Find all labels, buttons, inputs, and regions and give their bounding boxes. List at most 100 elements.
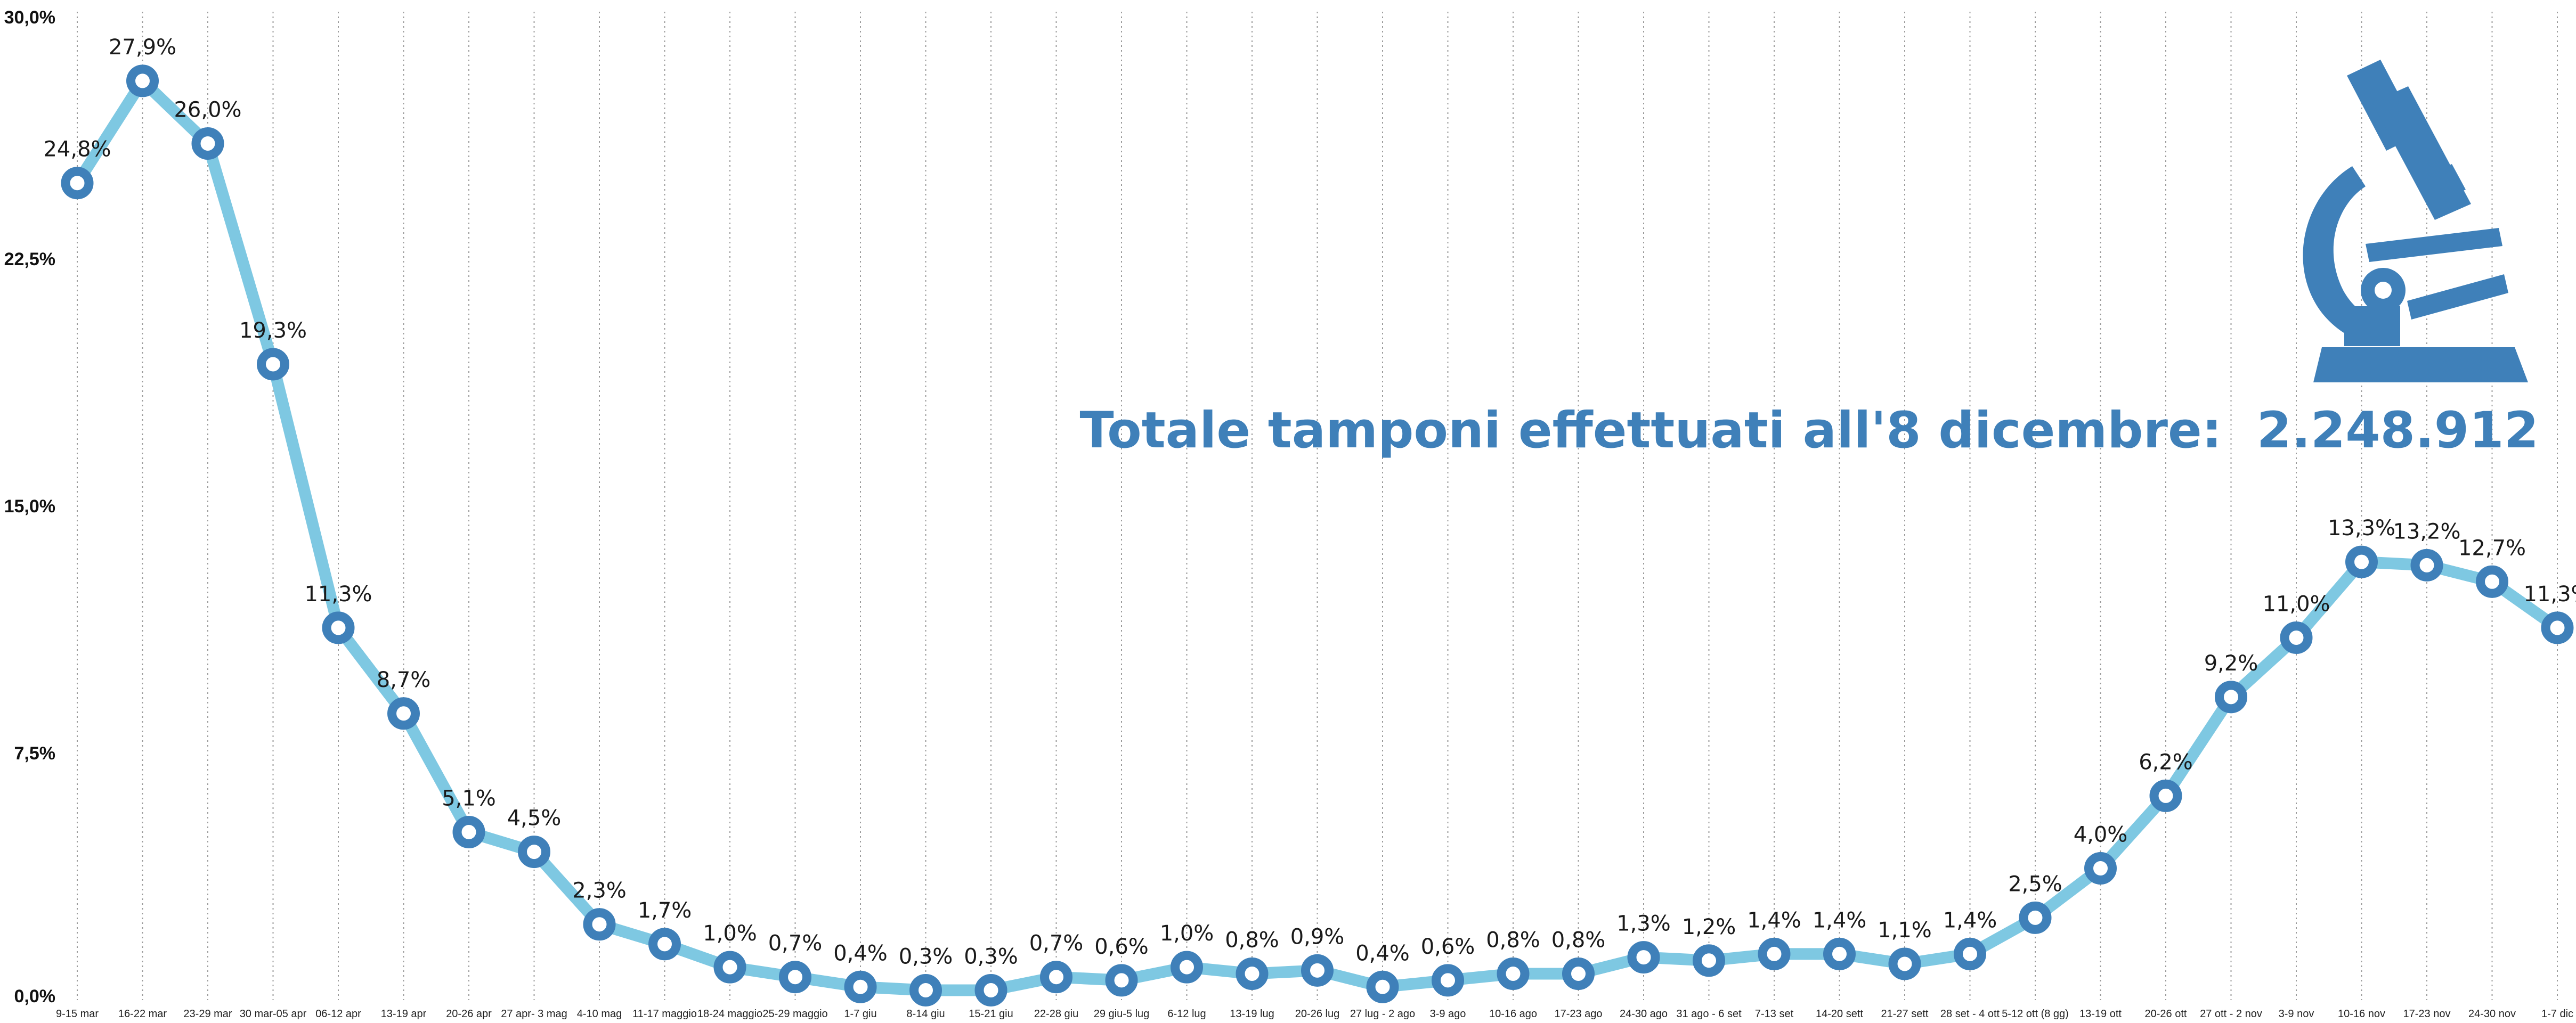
x-tick-label: 1-7 dic: [2541, 1008, 2573, 1020]
data-point: [1562, 957, 1595, 991]
data-point: [2149, 779, 2182, 812]
data-point: [1301, 954, 1334, 987]
data-label: 0,8%: [1486, 928, 1540, 953]
data-point: [974, 973, 1007, 1006]
x-tick-label: 4-10 mag: [577, 1008, 622, 1020]
data-label: 11,3%: [304, 582, 372, 607]
x-tick-label: 20-26 ott: [2145, 1008, 2187, 1020]
data-label: 0,4%: [833, 941, 888, 965]
x-tick-label: 18-24 maggio: [697, 1008, 762, 1020]
data-label: 0,6%: [1421, 935, 1475, 959]
data-point: [1236, 957, 1269, 991]
data-point: [257, 348, 289, 381]
vertical-grid: [77, 12, 2558, 1000]
data-label: 1,4%: [1813, 908, 1867, 932]
y-axis: 0,0% 7,5% 15,0% 22,5% 30,0%: [4, 7, 55, 1006]
x-tick-label: 24-30 ago: [1620, 1008, 1668, 1020]
data-point: [2280, 621, 2313, 654]
data-point: [844, 970, 877, 1003]
x-tick-label: 3-9 nov: [2279, 1008, 2314, 1020]
data-point: [2345, 545, 2378, 578]
x-tick-label: 06-12 apr: [315, 1008, 361, 1020]
data-point: [1432, 964, 1464, 997]
data-label: 1,4%: [1943, 908, 1997, 932]
x-tick-label: 3-9 ago: [1430, 1008, 1466, 1020]
data-label: 0,3%: [964, 944, 1018, 969]
y-tick-label: 7,5%: [14, 743, 56, 764]
data-point: [779, 961, 811, 994]
x-tick-label: 10-16 nov: [2338, 1008, 2385, 1020]
x-tick-label: 23-29 mar: [183, 1008, 232, 1020]
y-tick-label: 30,0%: [4, 7, 55, 28]
data-point: [1888, 947, 1921, 980]
data-label: 2,3%: [572, 879, 627, 903]
x-tick-label: 10-16 ago: [1489, 1008, 1537, 1020]
x-tick-label: 22-28 giu: [1034, 1008, 1078, 1020]
data-label: 0,8%: [1225, 928, 1279, 953]
y-tick-label: 0,0%: [14, 986, 56, 1006]
data-label: 1,4%: [1747, 908, 1801, 932]
x-tick-label: 11-17 maggio: [632, 1008, 697, 1020]
data-label: 6,2%: [2139, 750, 2193, 774]
x-tick-label: 16-22 mar: [118, 1008, 167, 1020]
data-label: 4,5%: [507, 806, 562, 831]
data-point: [518, 836, 550, 869]
data-point: [648, 928, 681, 961]
x-tick-label: 14-20 sett: [1816, 1008, 1863, 1020]
data-label: 27,9%: [109, 35, 176, 60]
x-tick-label: 31 ago - 6 set: [1676, 1008, 1742, 1020]
x-tick-label: 27 lug - 2 ago: [1350, 1008, 1415, 1020]
x-tick-label: 17-23 nov: [2403, 1008, 2451, 1020]
data-point: [452, 815, 485, 848]
data-label: 13,3%: [2328, 516, 2395, 541]
x-tick-label: 20-26 lug: [1295, 1008, 1339, 1020]
data-point: [2410, 549, 2443, 582]
data-point: [61, 167, 94, 200]
data-point: [583, 908, 616, 941]
x-tick-label: 8-14 giu: [906, 1008, 945, 1020]
data-point: [1040, 961, 1072, 994]
data-point: [2084, 852, 2117, 885]
data-point: [1497, 957, 1530, 991]
x-tick-label: 9-15 mar: [56, 1008, 99, 1020]
x-tick-label: 13-19 ott: [2079, 1008, 2122, 1020]
data-label: 1,3%: [1616, 912, 1671, 936]
data-point: [387, 697, 420, 730]
x-tick-label: 20-26 apr: [446, 1008, 492, 1020]
total-tests-annotation: Totale tamponi effettuati all'8 dicembre…: [1080, 402, 2539, 460]
data-label: 13,2%: [2393, 519, 2460, 544]
data-point: [2019, 901, 2052, 934]
data-label: 1,2%: [1682, 915, 1736, 939]
data-label: 2,5%: [2008, 872, 2062, 896]
x-tick-label: 21-27 sett: [1881, 1008, 1929, 1020]
x-tick-label: 17-23 ago: [1554, 1008, 1602, 1020]
data-label: 0,9%: [1290, 924, 1345, 949]
data-point: [1758, 937, 1791, 970]
x-axis: 9-15 mar 16-22 mar 23-29 mar 30 mar-05 apr 0…: [56, 1008, 2573, 1020]
x-tick-label: 30 mar-05 apr: [240, 1008, 307, 1020]
x-tick-label: 15-21 giu: [969, 1008, 1013, 1020]
data-labels-group: 24,8% 27,9% 26,0% 19,3% 11,3% 8,7% 5,1% 4,5% 2,3…: [43, 35, 2576, 969]
x-tick-label: 7-13 set: [1755, 1008, 1794, 1020]
data-point: [909, 973, 942, 1006]
data-label: 11,3%: [2523, 582, 2576, 607]
data-point: [322, 611, 355, 644]
data-point: [1171, 951, 1203, 984]
data-label: 1,1%: [1878, 918, 1932, 943]
x-tick-label: 13-19 lug: [1230, 1008, 1274, 1020]
data-label: 9,2%: [2204, 651, 2258, 676]
data-label: 24,8%: [43, 137, 111, 162]
data-label: 19,3%: [239, 318, 307, 343]
x-tick-label: 6-12 lug: [1167, 1008, 1206, 1020]
data-point: [2476, 565, 2508, 598]
data-label: 11,0%: [2262, 592, 2330, 616]
data-point: [1366, 970, 1399, 1003]
data-point: [1823, 937, 1856, 970]
x-tick-label: 24-30 nov: [2468, 1008, 2516, 1020]
data-point: [1627, 941, 1660, 974]
data-point: [1105, 964, 1138, 997]
x-tick-label: 29 giu-5 lug: [1094, 1008, 1150, 1020]
data-point: [2215, 681, 2247, 714]
data-label: 0,7%: [768, 931, 823, 956]
